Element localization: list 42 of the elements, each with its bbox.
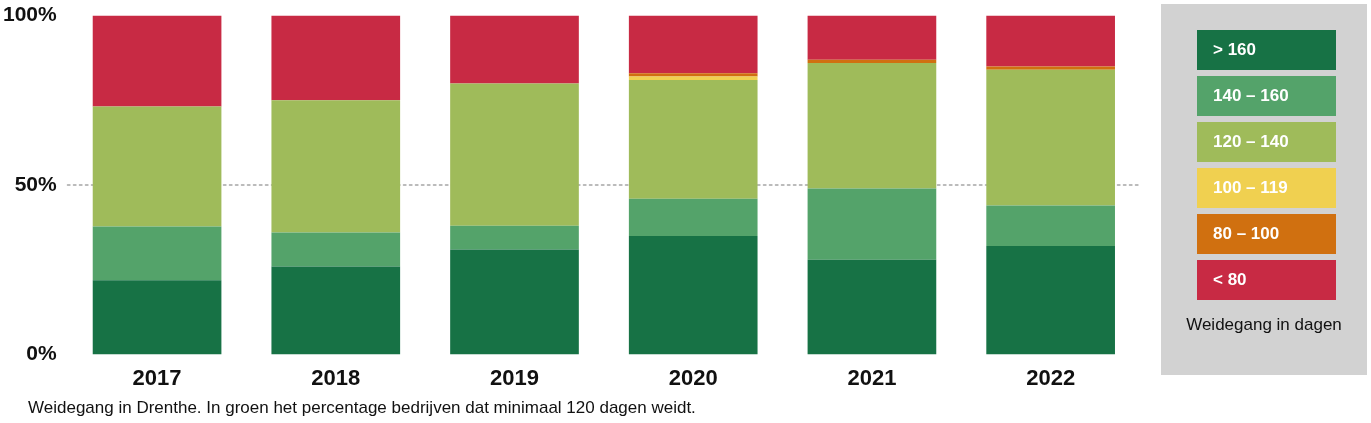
bar bbox=[271, 100, 401, 233]
bar bbox=[986, 246, 1115, 355]
bar bbox=[628, 15, 758, 74]
text: 80 – 100 bbox=[1197, 214, 1336, 254]
bar bbox=[450, 15, 579, 84]
y-tick-label: 100% bbox=[2, 2, 58, 26]
bar bbox=[271, 232, 401, 267]
bar bbox=[92, 226, 222, 281]
bar bbox=[92, 280, 222, 355]
x-tick-label: 2020 bbox=[668, 364, 718, 390]
bar bbox=[628, 235, 758, 355]
bar bbox=[450, 83, 579, 226]
bar bbox=[92, 15, 222, 107]
text: Weidegang in Drenthe. In groen het percentage bedrijven dat minimaal 120 dagen weidt. bbox=[28, 398, 696, 418]
text: 140 – 160 bbox=[1197, 76, 1336, 116]
text: 100 – 119 bbox=[1197, 168, 1336, 208]
bar bbox=[271, 15, 401, 101]
bar bbox=[450, 225, 579, 250]
legend-title: Weidegang in dagen bbox=[1185, 314, 1343, 336]
bar bbox=[628, 80, 758, 199]
bar bbox=[92, 106, 222, 227]
x-tick-label: 2018 bbox=[311, 364, 361, 390]
x-tick-label: 2021 bbox=[847, 364, 897, 390]
bar bbox=[986, 15, 1115, 67]
bar bbox=[807, 63, 937, 189]
x-tick-label: 2019 bbox=[490, 364, 539, 390]
y-tick-label: 0% bbox=[26, 341, 58, 365]
bar bbox=[271, 266, 401, 355]
bar bbox=[807, 188, 937, 260]
bar bbox=[807, 259, 937, 355]
y-tick-label: 50% bbox=[14, 171, 58, 195]
bar bbox=[986, 69, 1115, 206]
text: 120 – 140 bbox=[1197, 122, 1336, 162]
bar bbox=[450, 249, 579, 355]
text: < 80 bbox=[1197, 260, 1336, 300]
bar bbox=[986, 66, 1115, 70]
bar bbox=[986, 205, 1115, 247]
x-tick-label: 2022 bbox=[1026, 364, 1076, 390]
bar bbox=[807, 15, 937, 60]
text: > 160 bbox=[1197, 30, 1336, 70]
bar bbox=[628, 198, 758, 236]
x-tick-label: 2017 bbox=[132, 364, 182, 390]
